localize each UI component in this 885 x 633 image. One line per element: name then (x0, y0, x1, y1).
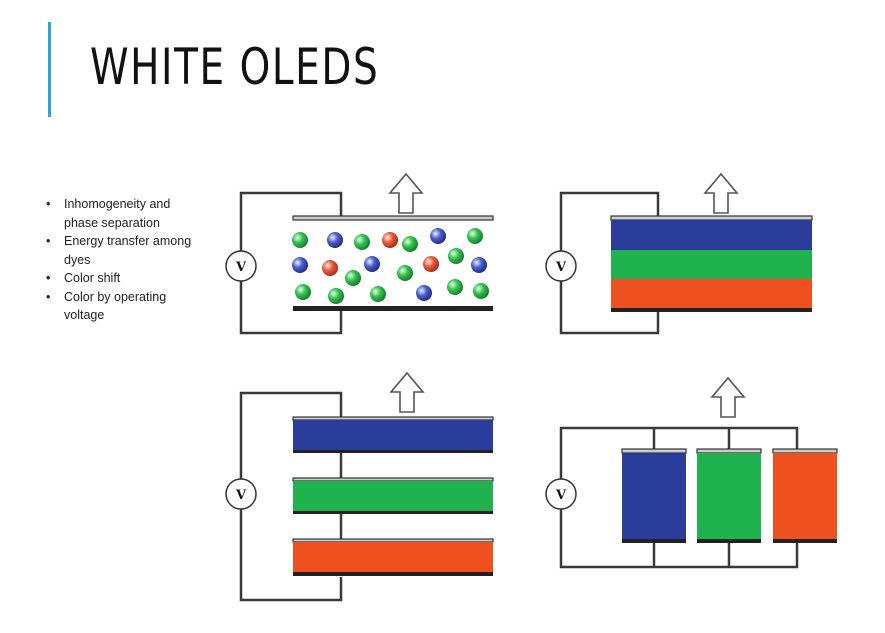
circuit-wire (559, 426, 799, 569)
bullet-item: Energy transfer among dyes (46, 232, 206, 269)
green-dye-molecule (370, 286, 386, 302)
voltage-source-icon (545, 478, 577, 510)
voltage-source-icon (225, 250, 257, 282)
light-emission-arrow-icon (710, 376, 746, 418)
blue-dye-molecule (471, 257, 487, 273)
green-emitting-layer (611, 250, 812, 279)
blue-pixel (622, 453, 686, 539)
light-emission-arrow-icon (389, 371, 425, 413)
green-dye-molecule (467, 228, 483, 244)
transparent-electrode (292, 215, 494, 221)
transparent-electrode (292, 538, 494, 543)
voltage-source-label: V (555, 260, 567, 275)
light-emission-arrow-icon (388, 172, 424, 214)
transparent-electrode (621, 448, 687, 454)
blue-emitting-layer (611, 220, 812, 250)
red-emitting-unit (293, 542, 493, 572)
bullet-item: Inhomogeneity and phase separation (46, 195, 206, 232)
electrode (293, 450, 493, 453)
bullet-item: Color by operating voltage (46, 288, 206, 325)
red-pixel (773, 453, 837, 539)
voltage-source-label: V (555, 488, 567, 503)
blue-dye-molecule (364, 256, 380, 272)
voltage-source-label: V (235, 260, 247, 275)
green-dye-molecule (402, 236, 418, 252)
voltage-source-label: V (235, 488, 247, 503)
transparent-electrode (772, 448, 838, 454)
green-emitting-unit (293, 481, 493, 511)
electrode (697, 539, 761, 543)
green-dye-molecule (328, 288, 344, 304)
green-dye-molecule (447, 279, 463, 295)
red-dye-molecule (423, 256, 439, 272)
transparent-electrode (292, 416, 494, 421)
blue-dye-molecule (327, 232, 343, 248)
slide-title: WHITE OLEDS (90, 38, 380, 96)
transparent-electrode (610, 215, 813, 221)
green-dye-molecule (295, 284, 311, 300)
blue-emitting-unit (293, 420, 493, 450)
bullet-list: Inhomogeneity and phase separation Energ… (46, 195, 206, 325)
circuit-wire (239, 191, 343, 335)
voltage-source-icon (225, 478, 257, 510)
transparent-electrode (292, 477, 494, 482)
cathode-electrode (611, 308, 812, 312)
circuit-wire (239, 391, 343, 602)
diagram-mixed-dyes: V (225, 172, 494, 335)
circuit-wire (652, 428, 731, 567)
red-emitting-layer (611, 279, 812, 308)
circuit-wire (559, 191, 660, 335)
electrode (293, 511, 493, 514)
cathode-electrode (293, 306, 493, 311)
electrode (293, 572, 493, 576)
blue-dye-molecule (292, 257, 308, 273)
green-dye-molecule (345, 270, 361, 286)
light-emission-arrow-icon (703, 172, 739, 214)
dye-molecules (292, 228, 489, 304)
blue-dye-molecule (430, 228, 446, 244)
blue-dye-molecule (416, 285, 432, 301)
transparent-electrode (696, 448, 762, 454)
voltage-source-icon (545, 250, 577, 282)
red-dye-molecule (322, 260, 338, 276)
diagram-stacked-units: V (225, 371, 494, 602)
green-pixel (697, 453, 761, 539)
green-dye-molecule (473, 283, 489, 299)
title-accent-bar (48, 22, 51, 117)
electrode (622, 539, 686, 543)
green-dye-molecule (354, 234, 370, 250)
diagram-side-by-side: V (545, 376, 838, 569)
diagram-stacked-layers: V (545, 172, 813, 335)
bullet-item: Color shift (46, 269, 206, 288)
green-dye-molecule (292, 232, 308, 248)
green-dye-molecule (397, 265, 413, 281)
electrode (773, 539, 837, 543)
red-dye-molecule (382, 232, 398, 248)
green-dye-molecule (448, 248, 464, 264)
